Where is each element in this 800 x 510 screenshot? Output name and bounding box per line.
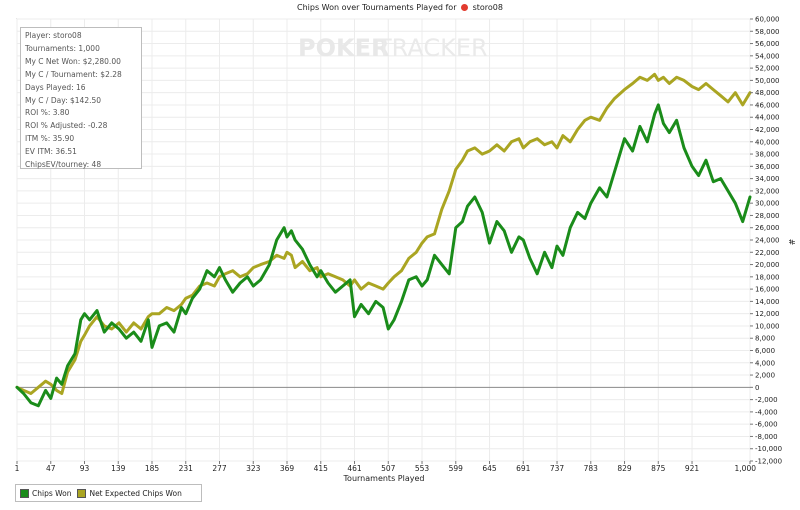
x-tick-label: 507 [381,464,396,473]
legend-label: Chips Won [32,488,72,498]
watermark-poker: POKER [298,34,389,62]
y-tick-label: 4,000 [755,359,775,367]
y-tick-label: 46,000 [755,101,780,109]
y-tick-label: 26,000 [755,224,780,232]
y-tick-label: 54,000 [755,52,780,60]
stat-line: My C / Tournament: $2.28 [25,69,122,79]
x-tick-label: 277 [212,464,227,473]
x-tick-label: 737 [550,464,565,473]
stat-line: Player: storo08 [25,31,82,40]
y-tick-label: 18,000 [755,273,780,281]
pokerstars-logo-icon [461,4,469,11]
y-tick-label: 10,000 [755,322,780,330]
x-tick-label: 1,000 [735,464,757,473]
legend-swatch [77,488,87,498]
y-tick-label: 6,000 [755,347,775,355]
x-tick-label: 185 [145,464,160,473]
legend-item: Net Expected Chips Won [77,488,182,498]
y-tick-label: 58,000 [755,28,780,36]
x-tick-label: 1 [15,464,20,473]
y-tick-label: 40,000 [755,138,780,146]
y-tick-label: 16,000 [755,286,780,294]
y-tick-label: 14,000 [755,298,780,306]
y-tick-label: -10,000 [755,445,782,453]
y-tick-label: 34,000 [755,175,780,183]
y-tick-label: 56,000 [755,40,780,48]
x-tick-label: 553 [415,464,430,473]
watermark-tracker: TRACKER [376,34,488,62]
x-tick-label: 231 [179,464,194,473]
y-tick-label: 48,000 [755,89,780,97]
y-axis-label: # [787,239,796,246]
x-tick-label: 921 [685,464,700,473]
legend-swatch [20,488,29,498]
y-tick-label: 44,000 [755,114,780,122]
stats-box: Player: storo08 Tournaments: 1,000 My C Ne… [20,27,142,169]
y-tick-label: 36,000 [755,163,780,171]
y-tick-label: -8,000 [755,433,778,441]
stat-line: Days Played: 16 [25,82,86,92]
stat-line: Tournaments: 1,000 [25,43,100,53]
y-tick-label: 60,000 [755,16,780,24]
x-tick-label: 691 [516,464,531,473]
x-tick-label: 93 [80,464,90,473]
series-group [15,72,752,408]
y-tick-label: 24,000 [755,237,780,245]
x-axis-label: Tournaments Played [343,474,425,483]
stat-line: ROI % Adjusted: -0.28 [25,121,108,131]
y-tick-label: 52,000 [755,65,780,73]
gridlines [16,18,751,462]
y-tick-label: 50,000 [755,77,780,85]
x-tick-label: 829 [617,464,632,473]
x-tick-label: 599 [449,464,464,473]
legend-item: Chips Won [20,488,72,498]
legend-label: Net Expected Chips Won [89,488,182,498]
x-tick-label: 415 [314,464,329,473]
x-tick-label: 461 [347,464,362,473]
x-tick-label: 369 [280,464,295,473]
legend: Chips Won Net Expected Chips Won [15,484,202,502]
x-tick-label: 47 [46,464,56,473]
x-tick-label: 323 [246,464,261,473]
x-tick-label: 783 [584,464,599,473]
x-axis-ticks: 1 47 93 139 185 231 277 323 369 415 461 507 553 599 64… [15,461,757,473]
stat-line: EV ITM: 36.51 [25,147,77,157]
y-tick-label: 30,000 [755,200,780,208]
x-tick-label: 139 [111,464,126,473]
y-tick-label: 28,000 [755,212,780,220]
y-tick-label: -12,000 [755,458,782,466]
y-tick-label: 20,000 [755,261,780,269]
y-tick-label: 22,000 [755,249,780,257]
y-tick-label: -6,000 [755,421,778,429]
y-tick-label: 0 [755,384,759,392]
y-axis-ticks: 60,000 58,000 56,000 54,000 52,000 50,000 48,0… [750,16,782,466]
y-tick-label: 38,000 [755,151,780,159]
y-tick-label: 42,000 [755,126,780,134]
chart-title-player: storo08 [472,3,503,12]
stat-line: ChipsEV/tourney: 48 [25,160,102,170]
y-tick-label: 32,000 [755,187,780,195]
series-line-chips-won [15,103,752,408]
stat-line: My C Net Won: $2,280.00 [25,56,121,66]
y-tick-label: 2,000 [755,372,775,380]
x-tick-label: 645 [482,464,497,473]
series-line-net-expected-chips-won [15,72,752,395]
chart-title: Chips Won over Tournaments Played for st… [0,3,800,12]
y-tick-label: -4,000 [755,408,778,416]
x-tick-label: 875 [651,464,666,473]
y-tick-label: -2,000 [755,396,778,404]
stat-line: ITM %: 35.90 [25,134,75,144]
stat-line: ROI %: 3.80 [25,108,70,118]
y-tick-label: 12,000 [755,310,780,318]
chart-title-text: Chips Won over Tournaments Played for [297,3,457,12]
y-tick-label: 8,000 [755,335,775,343]
stat-line: My C / Day: $142.50 [25,95,102,105]
